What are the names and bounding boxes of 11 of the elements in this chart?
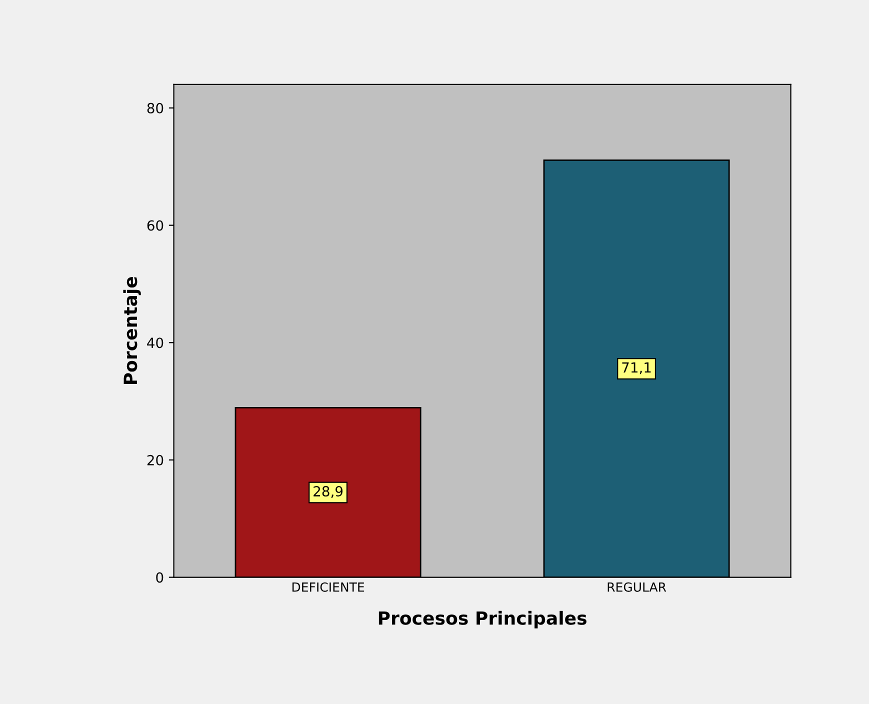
y-tick-label: 40 [147, 338, 164, 348]
y-tick-label: 80 [147, 102, 164, 114]
data-label: 28,9 [314, 486, 343, 498]
x-axis-title: Procesos Principales [378, 610, 586, 628]
x-tick-label: DEFICIENTE [292, 582, 364, 592]
x-tick-label: REGULAR [608, 582, 666, 592]
y-axis-title: Porcentaje [123, 276, 141, 384]
y-tick-label: 60 [147, 220, 164, 231]
y-tick-label: 20 [147, 454, 164, 466]
data-label: 71,1 [622, 362, 651, 374]
y-tick-label: 0 [156, 572, 164, 583]
